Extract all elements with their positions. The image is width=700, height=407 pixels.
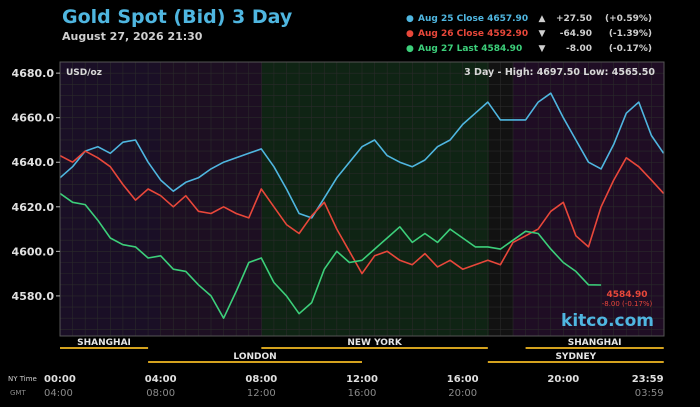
x-tick-label-gmt: 20:00 [448, 388, 477, 399]
x-tick-label-ny: 23:59 [632, 374, 664, 385]
legend-percent: (-1.39%) [608, 29, 652, 39]
up-arrow-icon: ▲ [538, 14, 546, 24]
down-arrow-icon: ▼ [538, 29, 546, 39]
y-axis: 4580.0 4600.0 4620.0 4640.0 4660.0 4680.0 [12, 67, 60, 303]
y-tick-label: 4580.0 [12, 290, 55, 303]
chart-datetime: August 27, 2026 21:30 [62, 30, 203, 43]
session-bars: SHANGHAI NEW YORK SHANGHAI LONDON SYDNEY [60, 338, 664, 363]
down-arrow-icon: ▼ [538, 44, 546, 54]
session-label: SHANGHAI [568, 338, 622, 348]
x-axis: 00:00 04:00 04:00 08:00 08:00 12:00 12:00 16:00… [44, 374, 664, 399]
series-lines [60, 92, 664, 320]
shanghai-shade [60, 62, 160, 336]
x-tick-label-ny: 16:00 [447, 374, 479, 385]
legend-item-aug26: ● Aug 26 Close 4592.90 ▼ -64.90 (-1.39%) [406, 29, 652, 39]
y-tick-label: 4680.0 [12, 67, 55, 80]
plot-border [59, 61, 665, 337]
new-york-shade [262, 62, 489, 336]
session-label: LONDON [233, 352, 276, 362]
legend-label: Aug 27 Last [418, 44, 479, 54]
x-tick-label-gmt: 16:00 [348, 388, 377, 399]
series-line-aug27 [60, 192, 602, 320]
session-bar [261, 347, 488, 349]
legend-value: 4584.90 [481, 44, 523, 54]
range-label: 3 Day - High: 4697.50 Low: 4565.50 [464, 67, 655, 78]
legend-percent: (-0.17%) [608, 44, 652, 54]
session-label: NEW YORK [347, 338, 403, 348]
legend-change: -64.90 [559, 29, 592, 39]
y-tick-label: 4620.0 [12, 201, 55, 214]
last-change-label: -8.00 (-0.17%) [602, 300, 653, 308]
x-tick-label-gmt: 08:00 [146, 388, 175, 399]
x-tick-label-ny: 12:00 [346, 374, 378, 385]
series-line-aug25 [60, 92, 664, 219]
legend-item-aug25: ● Aug 25 Close 4657.90 ▲ +27.50 (+0.59%) [406, 14, 652, 24]
session-bar [525, 347, 664, 349]
x-tick-label-ny: 00:00 [44, 374, 76, 385]
grid-lines [60, 61, 664, 336]
session-bar [60, 347, 149, 349]
x-tick-label-ny: 08:00 [245, 374, 277, 385]
legend-label: Aug 25 Close [418, 14, 484, 24]
y-tick-label: 4660.0 [12, 112, 55, 125]
x-tick-label-gmt: 12:00 [247, 388, 276, 399]
chart-title: Gold Spot (Bid) 3 Day [62, 6, 293, 28]
legend-item-aug27: ● Aug 27 Last 4584.90 ▼ -8.00 (-0.17%) [406, 44, 652, 54]
x-tick-label-gmt: 04:00 [44, 388, 73, 399]
x-tick-label-ny: 04:00 [145, 374, 177, 385]
session-bar [487, 361, 664, 363]
x-tick-label-ny: 20:00 [547, 374, 579, 385]
session-label: SYDNEY [555, 352, 596, 362]
last-price-label: 4584.90 [607, 290, 648, 300]
series-line-aug26 [60, 150, 664, 275]
legend-change: -8.00 [566, 44, 592, 54]
y-tick-label: 4640.0 [12, 156, 55, 169]
legend-value: 4592.90 [487, 29, 529, 39]
legend-value: 4657.90 [487, 14, 529, 24]
legend-dot-icon: ● [406, 44, 414, 54]
session-label: SHANGHAI [77, 338, 131, 348]
legend-change: +27.50 [555, 14, 592, 24]
gmt-label: GMT [10, 389, 26, 397]
legend-dot-icon: ● [406, 14, 414, 24]
legend-dot-icon: ● [406, 29, 414, 39]
legend-percent: (+0.59%) [605, 14, 652, 24]
unit-label: USD/oz [66, 68, 102, 78]
session-bar [148, 361, 362, 363]
legend-label: Aug 26 Close [418, 29, 484, 39]
x-tick-label-gmt: 03:59 [635, 388, 664, 399]
gap-shade [489, 62, 513, 336]
watermark-logo: kitco.com [561, 311, 654, 331]
y-tick-label: 4600.0 [12, 245, 55, 258]
ny-time-label: NY Time [8, 375, 37, 383]
